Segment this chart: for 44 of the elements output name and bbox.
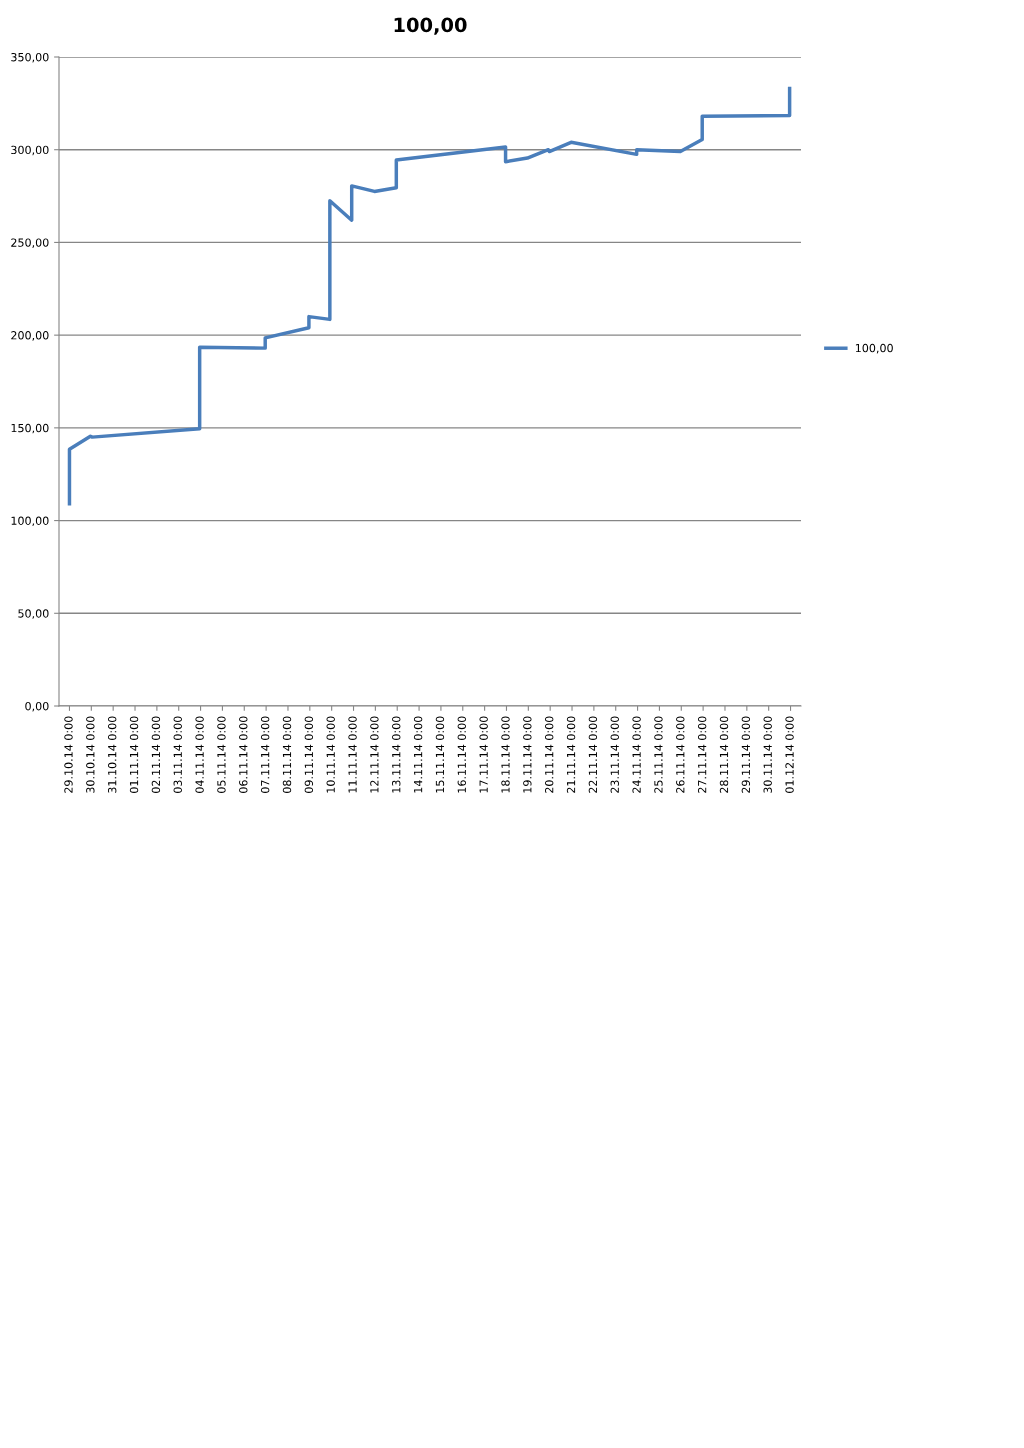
x-tick-label: 26.11.14 0:00 [676, 716, 685, 793]
x-tick-label: 24.11.14 0:00 [632, 716, 641, 793]
x-tick-label: 27.11.14 0:00 [697, 716, 707, 793]
y-tick-label: 0,00 [25, 701, 49, 712]
x-tick-label: 05.11.14 0:00 [217, 716, 226, 793]
legend-label: 100,00 [855, 343, 893, 354]
x-tick-label: 04.11.14 0:00 [195, 716, 204, 793]
x-tick-label: 22.11.14 0:00 [588, 716, 598, 793]
x-tick-label: 30.10.14 0:00 [86, 716, 95, 793]
x-tick-label: 13.11.14 0:00 [392, 716, 401, 793]
y-tick-label: 250,00 [11, 238, 49, 248]
x-tick-label: 12.11.14 0:00 [370, 716, 379, 793]
x-tick-label: 14.11.14 0:00 [413, 716, 423, 793]
x-tick-label: 20.11.14 0:00 [545, 716, 554, 793]
x-tick-label: 01.11.14 0:00 [129, 716, 139, 793]
x-tick-label: 11.11.14 0:00 [348, 716, 357, 793]
x-tick-label: 21.11.14 0:00 [566, 716, 576, 793]
y-tick-label: 150,00 [11, 423, 49, 434]
x-tick-label: 16.11.14 0:00 [457, 716, 466, 793]
x-tick-label: 23.11.14 0:00 [610, 716, 619, 793]
x-tick-label: 30.11.14 0:00 [763, 716, 772, 793]
y-tick-label: 200,00 [11, 331, 49, 341]
x-tick-label: 17.11.14 0:00 [479, 716, 488, 793]
x-tick-label: 01.12.14 0:00 [785, 716, 794, 793]
x-tick-label: 28.11.14 0:00 [719, 716, 729, 793]
x-tick-label: 19.11.14 0:00 [523, 716, 532, 793]
y-tick-label: 300,00 [11, 145, 49, 156]
y-tick-label: 350,00 [11, 52, 49, 63]
x-tick-label: 18.11.14 0:00 [501, 716, 510, 793]
x-tick-label: 09.11.14 0:00 [304, 716, 314, 793]
x-tick-label: 07.11.14 0:00 [260, 716, 270, 793]
x-tick-label: 08.11.14 0:00 [282, 716, 292, 793]
x-tick-label: 29.10.14 0:00 [64, 716, 73, 793]
x-tick-label: 25.11.14 0:00 [654, 716, 663, 793]
x-tick-label: 29.11.14 0:00 [741, 716, 751, 793]
x-tick-label: 03.11.14 0:00 [173, 716, 182, 793]
x-tick-label: 15.11.14 0:00 [435, 716, 445, 793]
x-tick-label: 06.11.14 0:00 [239, 716, 248, 793]
y-tick-label: 50,00 [18, 609, 49, 619]
x-tick-label: 10.11.14 0:00 [326, 716, 335, 793]
y-tick-label: 100,00 [11, 516, 49, 527]
x-tick-label: 31.10.14 0:00 [107, 716, 117, 793]
chart-title: 100,00 [394, 17, 467, 35]
x-tick-label: 02.11.14 0:00 [151, 716, 161, 793]
